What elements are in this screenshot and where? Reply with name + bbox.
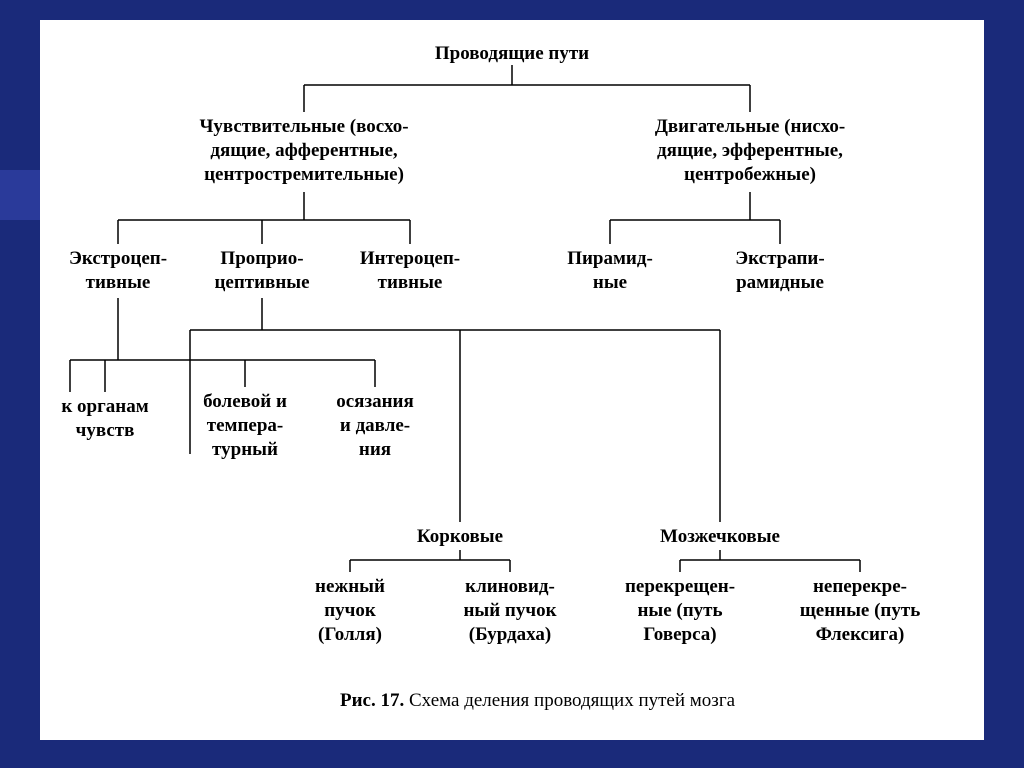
node-goll: нежныйпучок(Голля)	[275, 575, 425, 646]
slide-stripe	[0, 170, 40, 220]
node-extrapyram: Экстрапи-рамидные	[695, 247, 865, 295]
node-extero: Экстроцеп-тивные	[48, 247, 188, 295]
node-pain: болевой итемпера-турный	[175, 390, 315, 461]
node-gowers: перекрещен-ные (путьГоверса)	[590, 575, 770, 646]
caption-bold: Рис. 17.	[340, 690, 404, 711]
node-sens: Чувствительные (восхо-дящие, афферентные…	[154, 115, 454, 186]
node-flechsig: неперекре-щенные (путьФлексига)	[770, 575, 950, 646]
figure-caption: Рис. 17. Схема деления проводящих путей …	[340, 690, 735, 712]
node-motor: Двигательные (нисхо-дящие, эфферентные,ц…	[600, 115, 900, 186]
node-intero: Интероцеп-тивные	[340, 247, 480, 295]
node-burdach: клиновид-ный пучок(Бурдаха)	[430, 575, 590, 646]
node-root: Проводящие пути	[362, 42, 662, 66]
node-touch: осязанияи давле-ния	[315, 390, 435, 461]
node-pyram: Пирамид-ные	[535, 247, 685, 295]
diagram-canvas: Проводящие пути Чувствительные (восхо-дящ…	[40, 20, 984, 740]
node-organs: к органамчувств	[40, 395, 170, 443]
node-cerebellar: Мозжечковые	[620, 525, 820, 549]
caption-text: Схема деления проводящих путей мозга	[404, 690, 735, 711]
node-cortical: Корковые	[380, 525, 540, 549]
node-proprio: Проприо-цептивные	[192, 247, 332, 295]
